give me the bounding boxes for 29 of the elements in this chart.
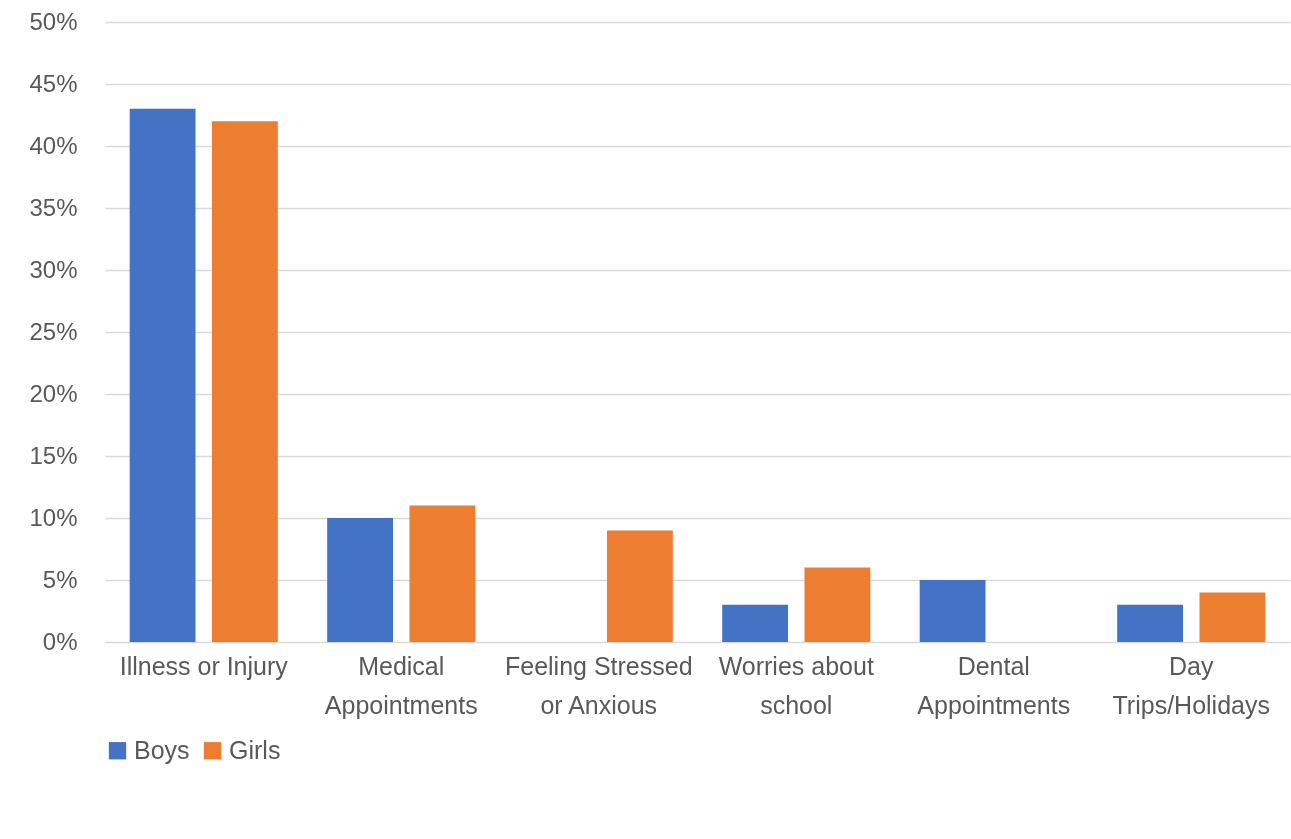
bar [804, 567, 871, 642]
y-tick-label: 20% [29, 379, 78, 407]
y-tick-label: 0% [42, 627, 78, 655]
y-tick-label: 5% [42, 565, 78, 593]
y-tick-label: 35% [29, 193, 78, 221]
bar [1117, 604, 1184, 642]
bar [606, 530, 673, 642]
y-tick-label: 30% [29, 255, 78, 283]
bar [722, 604, 789, 642]
x-tick-label: Medical Appointments [324, 651, 478, 719]
bar [211, 121, 278, 642]
bar [1199, 592, 1266, 642]
bar [919, 580, 986, 642]
y-tick-label: 50% [29, 7, 78, 35]
x-tick-label: Worries about school [718, 651, 874, 719]
bar [129, 108, 196, 642]
y-tick-label: 15% [29, 441, 78, 469]
y-tick-label: 45% [29, 69, 78, 97]
y-tick-label: 10% [29, 503, 78, 531]
y-tick-label: 40% [29, 131, 78, 159]
y-tick-label: 25% [29, 317, 78, 345]
bar [409, 505, 476, 642]
legend-label: Boys [134, 735, 190, 764]
x-tick-label: Day Trips/Holidays [1112, 651, 1270, 719]
legend-label: Girls [229, 735, 281, 764]
x-tick-label: Dental Appointments [917, 651, 1071, 719]
x-tick-label: Illness or Injury [119, 651, 289, 680]
x-tick-label: Feeling Stressed or Anxious [504, 651, 693, 719]
bar [327, 518, 394, 642]
